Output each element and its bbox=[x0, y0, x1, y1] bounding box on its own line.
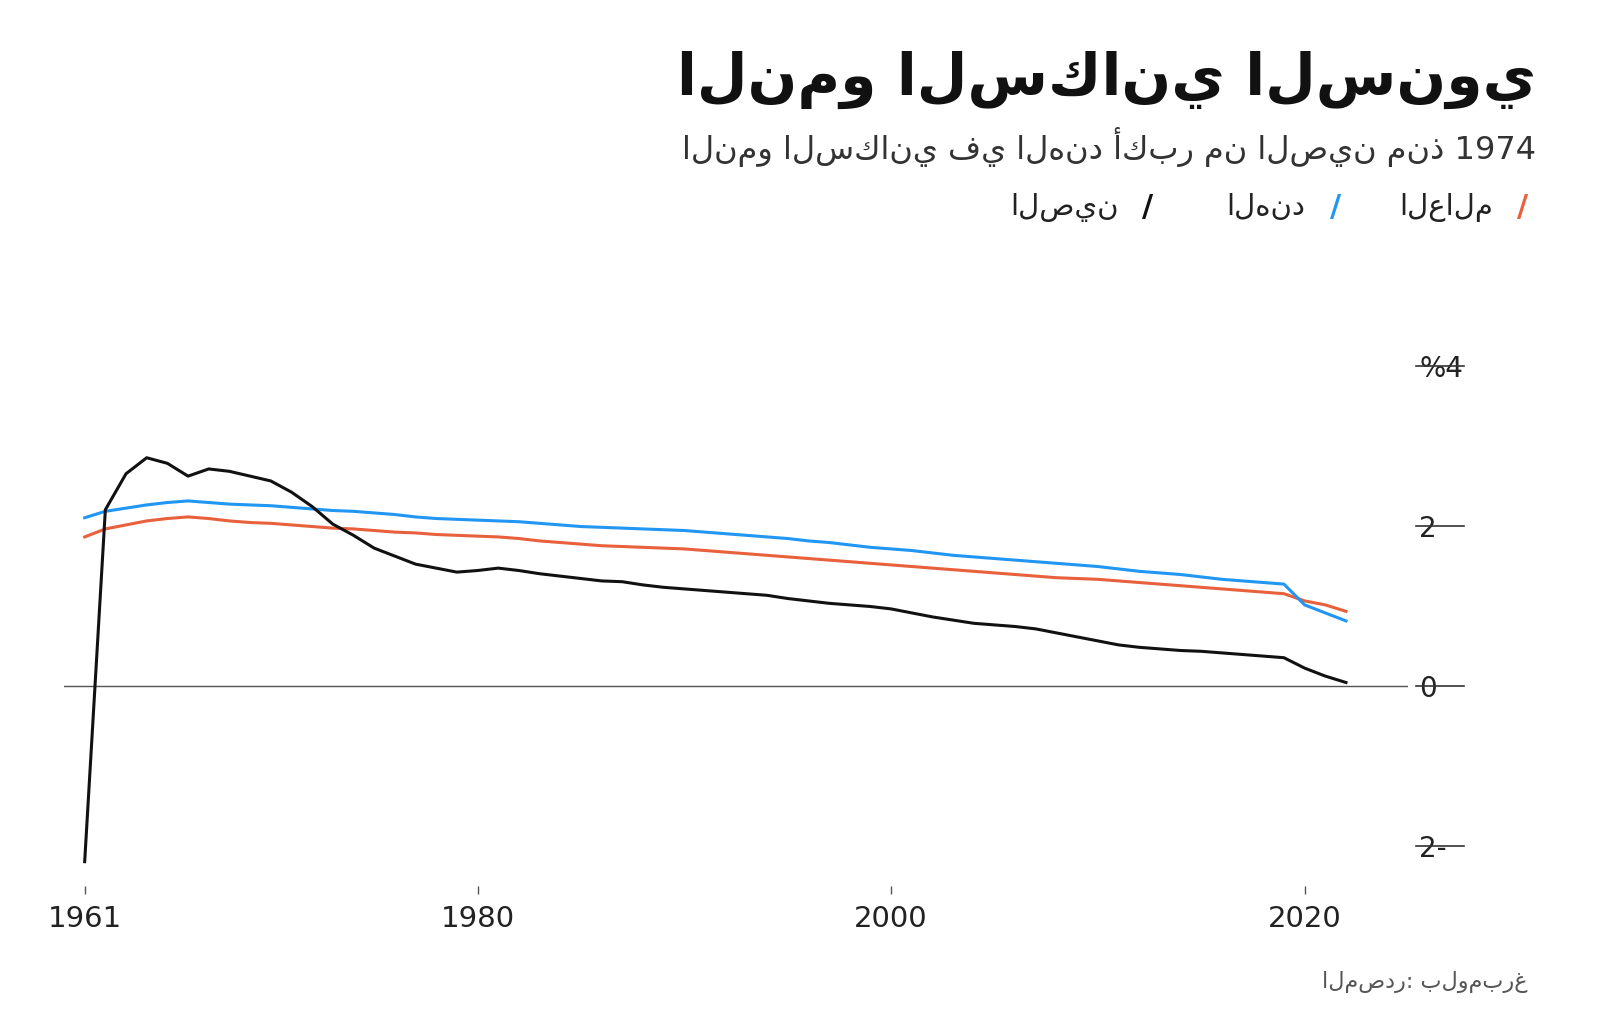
Text: العالم: العالم bbox=[1398, 193, 1493, 222]
Text: /: / bbox=[1330, 193, 1341, 222]
Text: الهند: الهند bbox=[1227, 193, 1306, 222]
Text: النمو السكاني السنوي: النمو السكاني السنوي bbox=[677, 51, 1536, 109]
Text: /: / bbox=[1517, 193, 1528, 222]
Text: الصين: الصين bbox=[1010, 193, 1118, 222]
Text: المصدر: بلومبرغ: المصدر: بلومبرغ bbox=[1323, 970, 1528, 993]
Text: /: / bbox=[1142, 193, 1154, 222]
Text: النمو السكاني في الهند أكبر من الصين منذ 1974: النمو السكاني في الهند أكبر من الصين منذ… bbox=[682, 127, 1536, 167]
